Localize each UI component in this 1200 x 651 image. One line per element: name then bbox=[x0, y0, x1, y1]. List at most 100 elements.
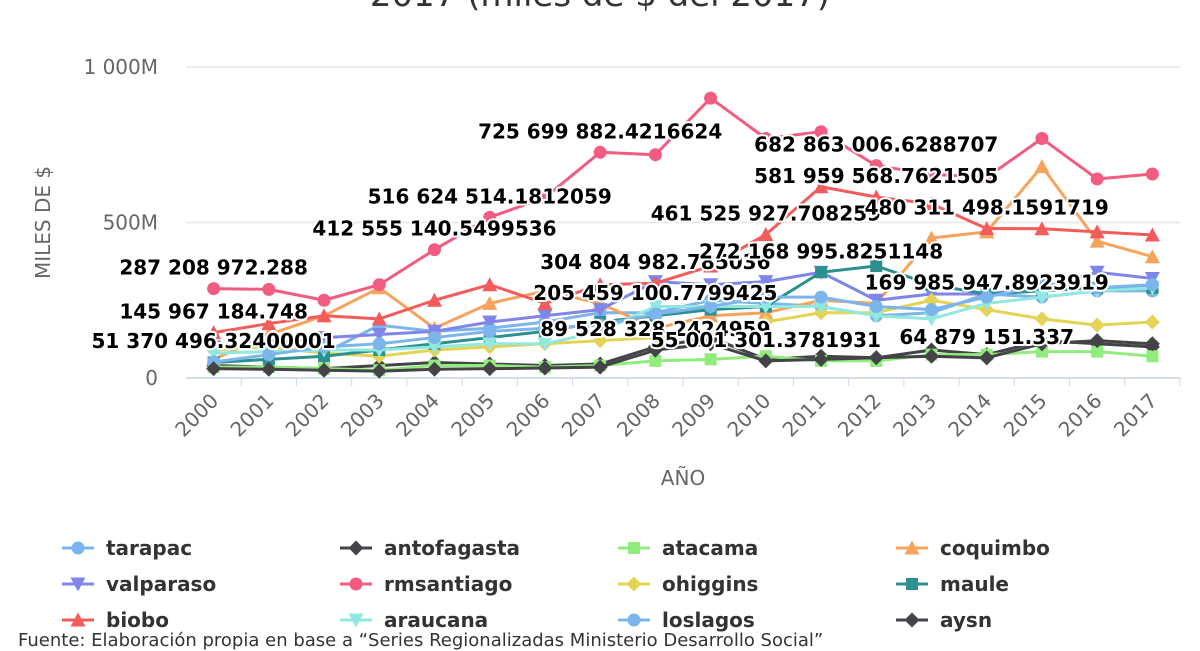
data-point bbox=[649, 354, 662, 367]
data-label: 287 208 972.288 bbox=[119, 256, 308, 280]
legend-symbol-icon bbox=[896, 578, 928, 590]
legend-symbol-icon bbox=[340, 577, 372, 591]
legend-item-araucana[interactable]: araucana bbox=[338, 606, 488, 634]
legend-marker bbox=[348, 540, 364, 556]
legend-marker bbox=[348, 613, 364, 628]
series-line-coquimbo bbox=[212, 165, 1153, 361]
legend-item-coquimbo[interactable]: coquimbo bbox=[894, 534, 1050, 562]
legend-item-loslagos[interactable]: loslagos bbox=[616, 606, 755, 634]
legend-label: rmsantiago bbox=[384, 572, 513, 596]
data-label: 516 624 514.1812059 bbox=[368, 184, 612, 208]
data-point bbox=[592, 303, 608, 318]
legend-marker bbox=[904, 540, 920, 555]
legend-item-ohiggins[interactable]: ohiggins bbox=[616, 570, 758, 598]
data-point bbox=[869, 299, 883, 313]
data-point bbox=[482, 315, 498, 330]
legend-item-aysn[interactable]: aysn bbox=[894, 606, 992, 634]
chart-title: 2017 (miles de $ del 2017) bbox=[370, 0, 830, 15]
y-tick-label: 1 000M bbox=[83, 55, 158, 79]
data-point bbox=[758, 226, 774, 241]
x-tick-label: 2006 bbox=[502, 389, 555, 442]
data-point bbox=[647, 275, 663, 290]
legend-symbol-icon bbox=[62, 612, 94, 627]
data-point bbox=[592, 359, 608, 375]
data-point bbox=[262, 348, 276, 362]
legend-symbol-icon bbox=[340, 540, 372, 556]
x-tick-label: 2017 bbox=[1109, 389, 1162, 442]
legend-marker bbox=[906, 578, 918, 590]
data-point bbox=[207, 282, 221, 296]
data-point bbox=[1090, 281, 1104, 295]
data-label: 725 699 882.4216624 bbox=[478, 119, 722, 143]
data-label: 169 985 947.8923919 bbox=[865, 270, 1109, 294]
legend-item-tarapac[interactable]: tarapac bbox=[60, 534, 192, 562]
data-point bbox=[316, 331, 332, 346]
legend-marker bbox=[70, 577, 86, 592]
legend-item-antofagasta[interactable]: antofagasta bbox=[338, 534, 520, 562]
data-point bbox=[537, 295, 553, 310]
data-point bbox=[813, 179, 829, 194]
legend-label: biobo bbox=[106, 608, 169, 632]
data-point bbox=[758, 299, 774, 314]
legend-marker bbox=[627, 613, 641, 627]
series-line-antofagasta bbox=[213, 336, 1153, 371]
data-label: 272 168 995.8251148 bbox=[699, 239, 943, 263]
x-tick-label: 2015 bbox=[999, 389, 1052, 442]
x-tick-label: 2013 bbox=[888, 389, 941, 442]
data-label: 205 459 100.7799425 bbox=[533, 281, 777, 305]
data-point bbox=[262, 282, 276, 296]
data-point bbox=[1146, 350, 1159, 363]
data-point bbox=[371, 363, 387, 379]
data-label: 64 879 151.337 bbox=[899, 325, 1074, 349]
data-point bbox=[537, 360, 553, 376]
data-point bbox=[428, 243, 441, 257]
data-point bbox=[206, 361, 222, 377]
data-label: 51 370 496.32400001 bbox=[92, 329, 336, 353]
data-point bbox=[1091, 345, 1104, 358]
data-label: 145 967 184.748 bbox=[119, 300, 308, 324]
legend-item-valparaso[interactable]: valparaso bbox=[60, 570, 216, 598]
data-point bbox=[1144, 227, 1160, 242]
data-point bbox=[483, 324, 497, 338]
data-label: 461 525 927.708259 bbox=[651, 201, 881, 225]
data-point bbox=[1089, 317, 1105, 333]
data-point bbox=[813, 351, 829, 367]
data-point bbox=[371, 311, 387, 326]
data-point bbox=[980, 290, 994, 304]
data-point bbox=[703, 326, 719, 342]
data-point bbox=[869, 159, 883, 173]
data-point bbox=[592, 277, 608, 292]
series-biobo bbox=[206, 179, 1160, 340]
x-tick-label: 2016 bbox=[1054, 389, 1107, 442]
data-point bbox=[647, 330, 663, 346]
legend-item-atacama[interactable]: atacama bbox=[616, 534, 758, 562]
data-point bbox=[1089, 333, 1105, 349]
data-point bbox=[427, 361, 442, 377]
legend-symbol-icon bbox=[618, 576, 650, 592]
data-point bbox=[758, 314, 774, 330]
data-point bbox=[592, 333, 608, 349]
data-point bbox=[482, 277, 498, 292]
legend-item-maule[interactable]: maule bbox=[894, 570, 1009, 598]
legend-label: araucana bbox=[384, 608, 489, 632]
series-line-loslagos bbox=[213, 283, 1153, 364]
line-chart: 2017 (miles de $ del 2017) 0 500M 1 000M MIL… bbox=[31, 0, 1181, 490]
data-point bbox=[427, 292, 442, 307]
x-tick-label: 2008 bbox=[612, 389, 665, 442]
data-label: 480 311 498.1591719 bbox=[865, 196, 1109, 220]
data-point bbox=[704, 91, 718, 105]
series-loslagos bbox=[207, 278, 1159, 369]
data-point bbox=[1089, 224, 1105, 239]
legend-label: loslagos bbox=[662, 608, 755, 632]
legend-marker bbox=[626, 576, 642, 592]
legend-symbol-icon bbox=[896, 612, 928, 628]
legend-item-biobo[interactable]: biobo bbox=[60, 606, 169, 634]
legend-item-rmsantiago[interactable]: rmsantiago bbox=[338, 570, 512, 598]
data-point bbox=[316, 308, 332, 323]
data-label: 55 001 301.3781931 bbox=[651, 328, 881, 352]
legend-symbol-icon bbox=[62, 577, 94, 592]
legend-label: ohiggins bbox=[662, 572, 759, 596]
data-point bbox=[593, 318, 607, 332]
y-tick-label: 500M bbox=[103, 211, 158, 235]
